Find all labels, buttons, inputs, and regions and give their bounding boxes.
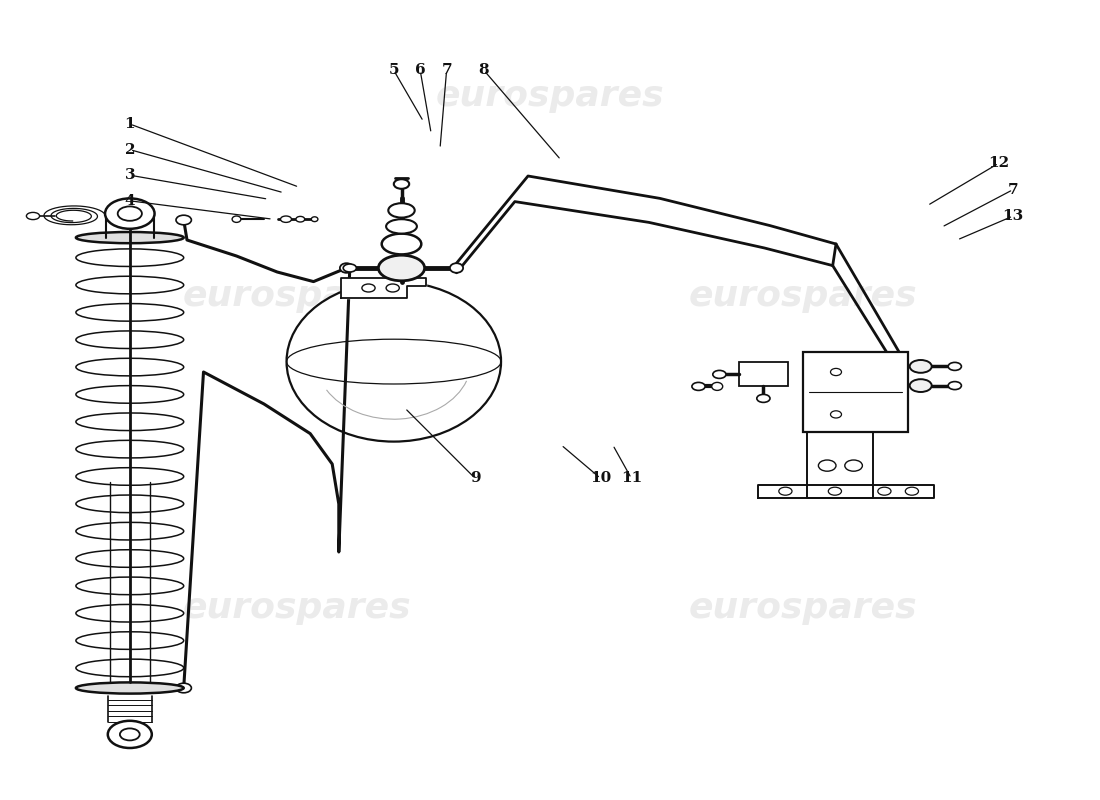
Text: 7: 7 [441,63,452,78]
Ellipse shape [394,179,409,189]
Bar [803,352,908,432]
Ellipse shape [382,234,421,254]
Ellipse shape [388,203,415,218]
Ellipse shape [948,382,961,390]
Ellipse shape [280,216,292,222]
Text: eurospares: eurospares [183,279,411,313]
Ellipse shape [76,682,184,694]
Ellipse shape [386,219,417,234]
Ellipse shape [296,217,305,222]
Ellipse shape [108,721,152,748]
Polygon shape [341,278,426,298]
Text: eurospares: eurospares [689,591,917,625]
Ellipse shape [26,212,40,219]
Text: 10: 10 [590,471,612,486]
Ellipse shape [176,683,191,693]
Ellipse shape [120,728,140,741]
Text: 1: 1 [124,117,135,131]
Ellipse shape [910,360,932,373]
Text: 8: 8 [478,63,490,78]
Ellipse shape [692,382,705,390]
Text: eurospares: eurospares [183,591,411,625]
Ellipse shape [176,215,191,225]
Ellipse shape [378,255,425,281]
Text: 6: 6 [415,63,426,78]
Ellipse shape [118,206,142,221]
Ellipse shape [311,217,318,222]
Text: 11: 11 [620,471,642,486]
Text: eurospares: eurospares [436,79,664,113]
Ellipse shape [948,362,961,370]
Ellipse shape [450,263,463,273]
Ellipse shape [340,263,353,273]
Polygon shape [807,432,873,498]
Text: 13: 13 [1002,209,1024,223]
Ellipse shape [910,379,932,392]
Ellipse shape [757,394,770,402]
Text: 3: 3 [124,168,135,182]
Text: 5: 5 [388,63,399,78]
Ellipse shape [286,282,502,442]
Text: 2: 2 [124,142,135,157]
Ellipse shape [76,232,184,243]
Ellipse shape [104,198,154,229]
Text: 9: 9 [470,471,481,486]
Polygon shape [758,485,934,498]
Ellipse shape [712,382,723,390]
Text: 4: 4 [124,194,135,208]
Text: 12: 12 [988,156,1010,170]
Bar [739,362,788,386]
Text: eurospares: eurospares [689,279,917,313]
Ellipse shape [232,216,241,222]
Ellipse shape [343,264,356,272]
Text: 7: 7 [1008,182,1019,197]
Ellipse shape [713,370,726,378]
